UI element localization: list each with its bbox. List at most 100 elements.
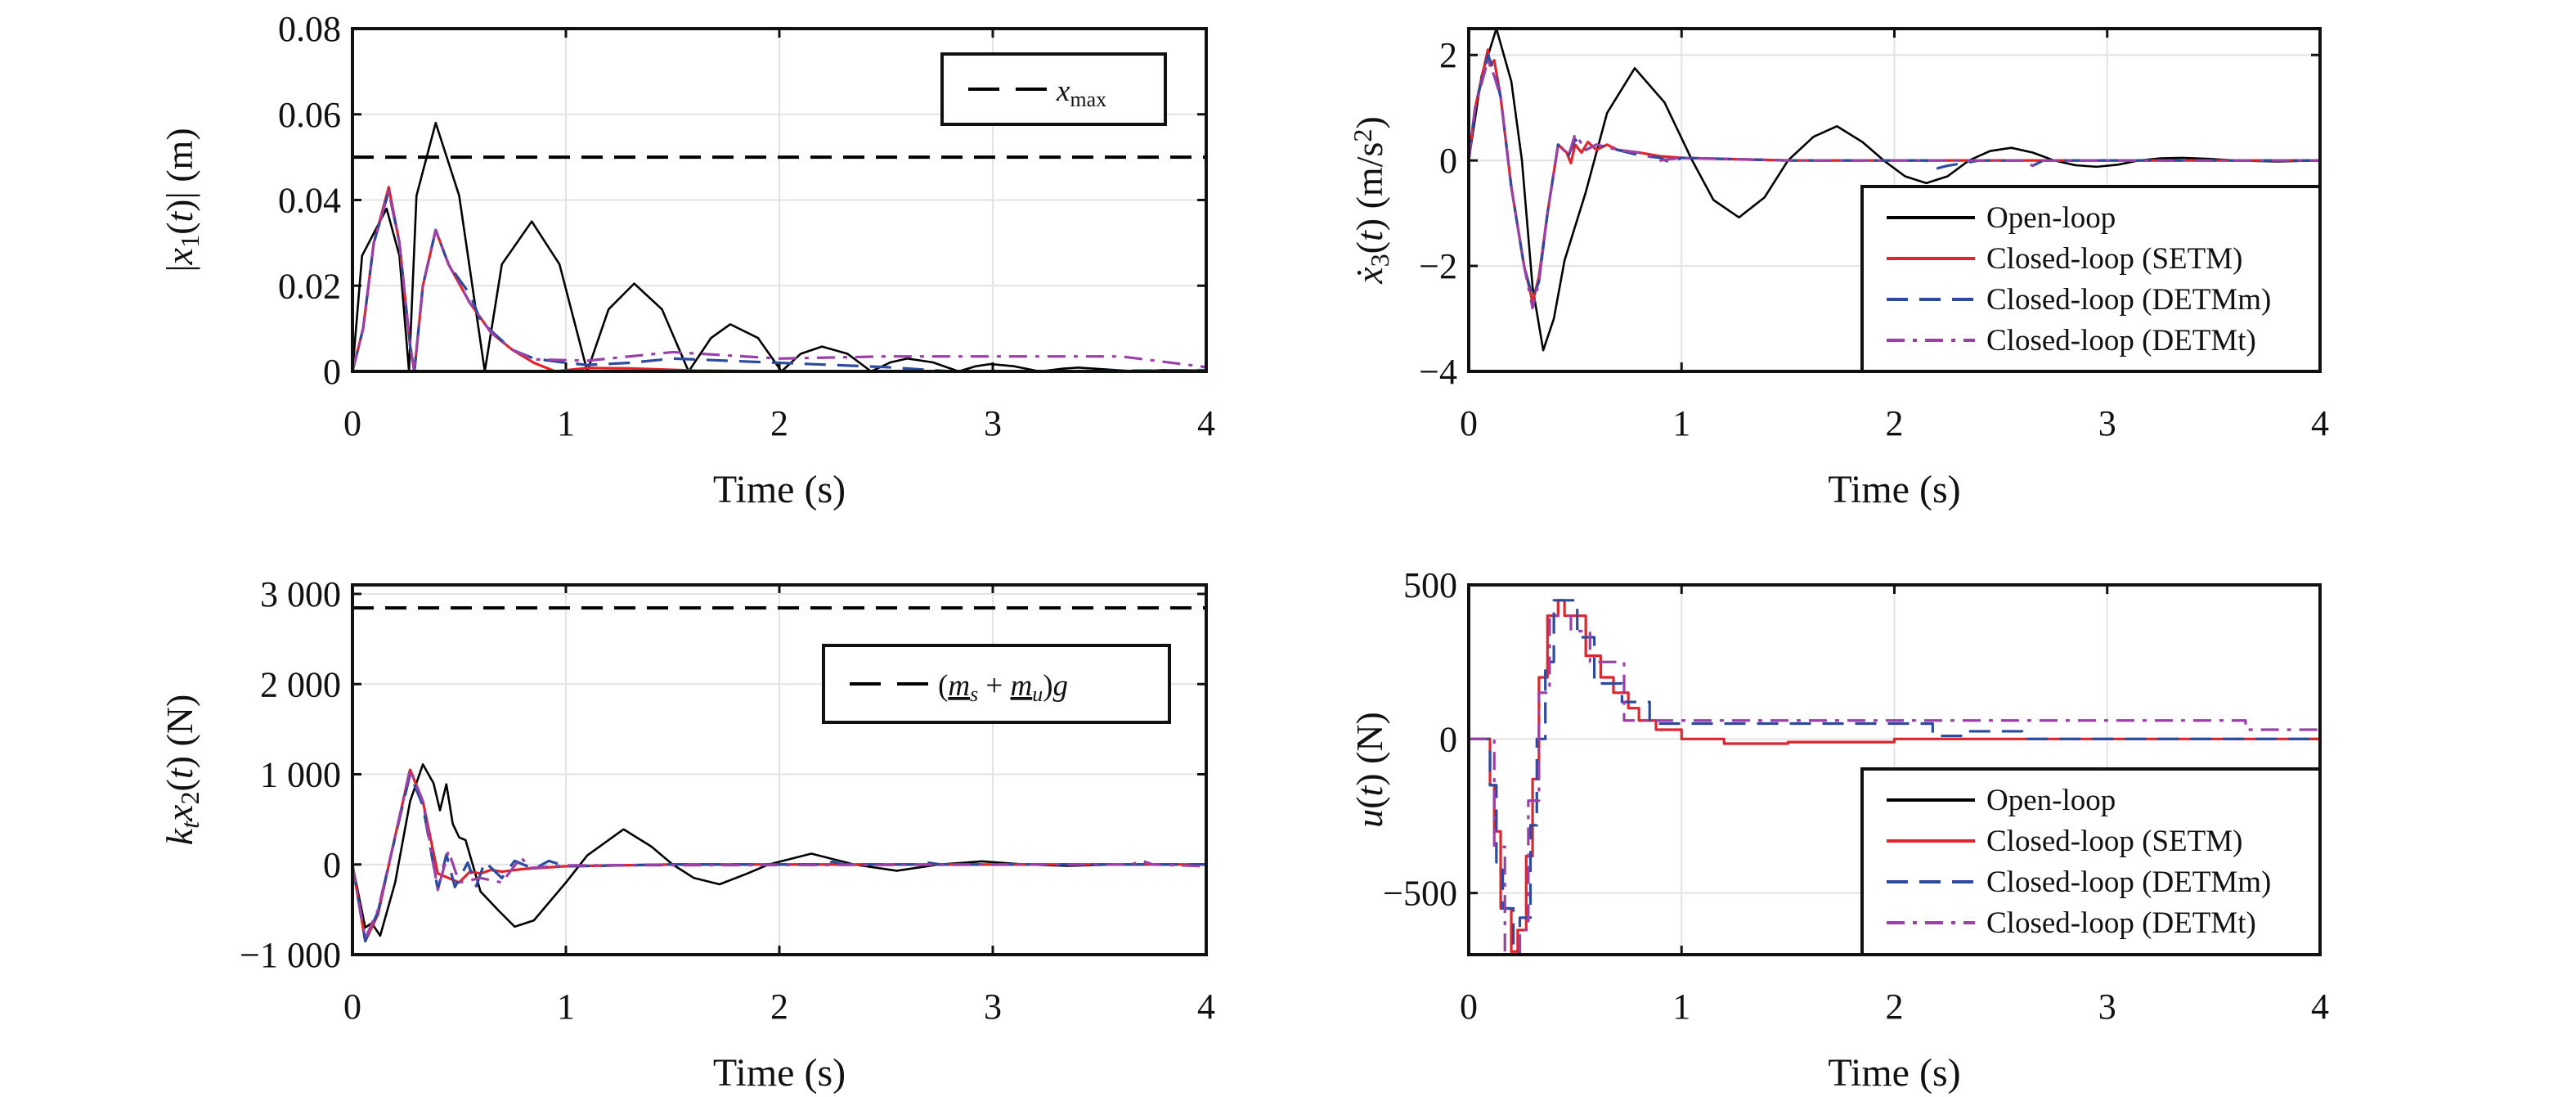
label-part: x [159, 804, 200, 822]
label-part: ( [159, 779, 200, 791]
y-axis-label: |x1(t)| (m) [159, 128, 204, 272]
y-tick-label: 2 [1439, 35, 1457, 75]
label-part: 2 [175, 791, 204, 804]
y-tick-label: −2 [1419, 246, 1457, 286]
x-tick-label: 2 [1886, 403, 1904, 443]
label-part: ( [159, 223, 200, 235]
y-tick-label: 1 000 [260, 755, 341, 795]
label-part: + [978, 669, 1010, 703]
label-part: ( [1349, 241, 1390, 254]
legend-label-closed-loop-detmt: Closed-loop (DETMt) [1986, 906, 2256, 940]
x-axis-label: Time (s) [713, 1051, 846, 1095]
label-part: u [1349, 809, 1390, 828]
y-tick-label: 3 000 [260, 574, 341, 614]
label-part: t [1349, 785, 1390, 797]
x-tick-label: 2 [770, 403, 788, 443]
axes-frame [351, 583, 1208, 956]
x-axis-label: Time (s) [713, 468, 846, 511]
y-axis-label: u(t) (N) [1349, 712, 1390, 828]
label-part: ẋ [1349, 267, 1390, 285]
y-tick-label: 0 [1439, 719, 1457, 759]
label-part: | [159, 264, 200, 272]
legend-label-closed-loop-setm: Closed-loop (SETM) [1986, 242, 2242, 276]
series-line-open-loop [352, 763, 1206, 937]
y-tick-label: −4 [1419, 352, 1457, 392]
x-tick-label: 1 [557, 403, 575, 443]
x-tick-label: 4 [2311, 403, 2329, 443]
series-line-open-loop [352, 121, 1206, 371]
axes-frame [351, 27, 1208, 373]
x-tick-label: 3 [984, 403, 1002, 443]
y-tick-label: 500 [1403, 565, 1457, 605]
x-tick-label: 1 [557, 987, 575, 1027]
x-tick-label: 1 [1672, 403, 1690, 443]
x-tick-label: 0 [1460, 403, 1478, 443]
x-tick-label: 3 [984, 987, 1002, 1027]
subplot-2: 0 1 2 3 4 −4 −2 0 2 Open-loop Closed-loop (SETM) Cl… [1348, 27, 2329, 511]
legend-label-closed-loop-detmm: Closed-loop (DETMm) [1986, 865, 2271, 899]
legend-label-reference: xmax [1056, 74, 1106, 111]
legend-label-closed-loop-setm: Closed-loop (SETM) [1986, 825, 2242, 858]
label-part: m [1011, 669, 1033, 703]
legend-box [822, 644, 1171, 724]
legend-label-open-loop: Open-loop [1986, 201, 2116, 235]
x-tick-label: 0 [343, 403, 361, 443]
y-tick-label: 0.04 [278, 181, 341, 221]
legend-label-closed-loop-detmt: Closed-loop (DETMt) [1986, 324, 2256, 357]
label-part: ) [1043, 669, 1052, 703]
label-part: ( [1349, 797, 1390, 809]
x-tick-label: 3 [2098, 987, 2116, 1027]
label-part: ) (N) [1349, 712, 1390, 786]
series-line-closed-loop-detmt [1469, 59, 2320, 310]
label-part: ) (N) [159, 695, 200, 769]
legend: xmax [940, 52, 1167, 126]
x-tick-label: 0 [343, 987, 361, 1027]
label-part: x [1056, 74, 1070, 108]
y-tick-label: −1 000 [240, 935, 341, 975]
label-part: m [948, 669, 970, 703]
legend-label-reference: (ms + mu)g [938, 669, 1068, 706]
label-part: t [159, 767, 200, 779]
y-tick-label: 0 [323, 352, 341, 392]
legend: (ms + mu)g [822, 644, 1171, 724]
legend-label-open-loop: Open-loop [1986, 784, 2116, 817]
x-tick-label: 2 [770, 987, 788, 1027]
label-part: 2 [1348, 129, 1377, 142]
x-tick-label: 4 [1197, 403, 1215, 443]
y-tick-label: 0.02 [278, 266, 341, 306]
series-line-closed-loop-detmt [352, 190, 1206, 371]
series-line-closed-loop-detmt [1469, 614, 2320, 955]
label-part: s [970, 682, 978, 706]
y-tick-label: 0.08 [278, 9, 341, 49]
x-tick-label: 3 [2098, 403, 2116, 443]
x-axis-label: Time (s) [1828, 468, 1960, 511]
y-tick-label: 0 [1439, 141, 1457, 181]
label-part: t [1349, 230, 1390, 241]
x-axis-label: Time (s) [1828, 1051, 1960, 1095]
legend: Open-loop Closed-loop (SETM) Closed-loop (… [1860, 767, 2322, 956]
y-axis-label: ẋ3(t) (m/s2) [1348, 116, 1394, 285]
label-part: 1 [175, 235, 204, 248]
label-part: ( [938, 669, 948, 703]
x-tick-label: 2 [1886, 987, 1904, 1027]
x-tick-label: 0 [1460, 987, 1478, 1027]
y-axis-label: ktx2(t) (N) [159, 695, 204, 846]
legend-label-closed-loop-detmm: Closed-loop (DETMm) [1986, 283, 2271, 317]
x-tick-label: 4 [1197, 987, 1215, 1027]
x-tick-label: 1 [1672, 987, 1690, 1027]
label-part: u [1032, 682, 1043, 706]
label-part: t [159, 211, 200, 223]
label-part: )| (m) [159, 128, 200, 211]
label-part: g [1053, 669, 1069, 703]
label-part: x [159, 247, 200, 265]
y-tick-label: −500 [1383, 874, 1457, 914]
label-part: t [175, 821, 204, 829]
legend: Open-loop Closed-loop (SETM) Closed-loop (… [1860, 185, 2322, 373]
series-line-closed-loop-detmm [1469, 599, 2320, 955]
label-part: 3 [1365, 254, 1394, 267]
y-tick-label: 0 [323, 845, 341, 885]
subplot-4: 0 1 2 3 4 −500 0 500 Open-loop Closed-loop (SETM)… [1349, 565, 2329, 1095]
